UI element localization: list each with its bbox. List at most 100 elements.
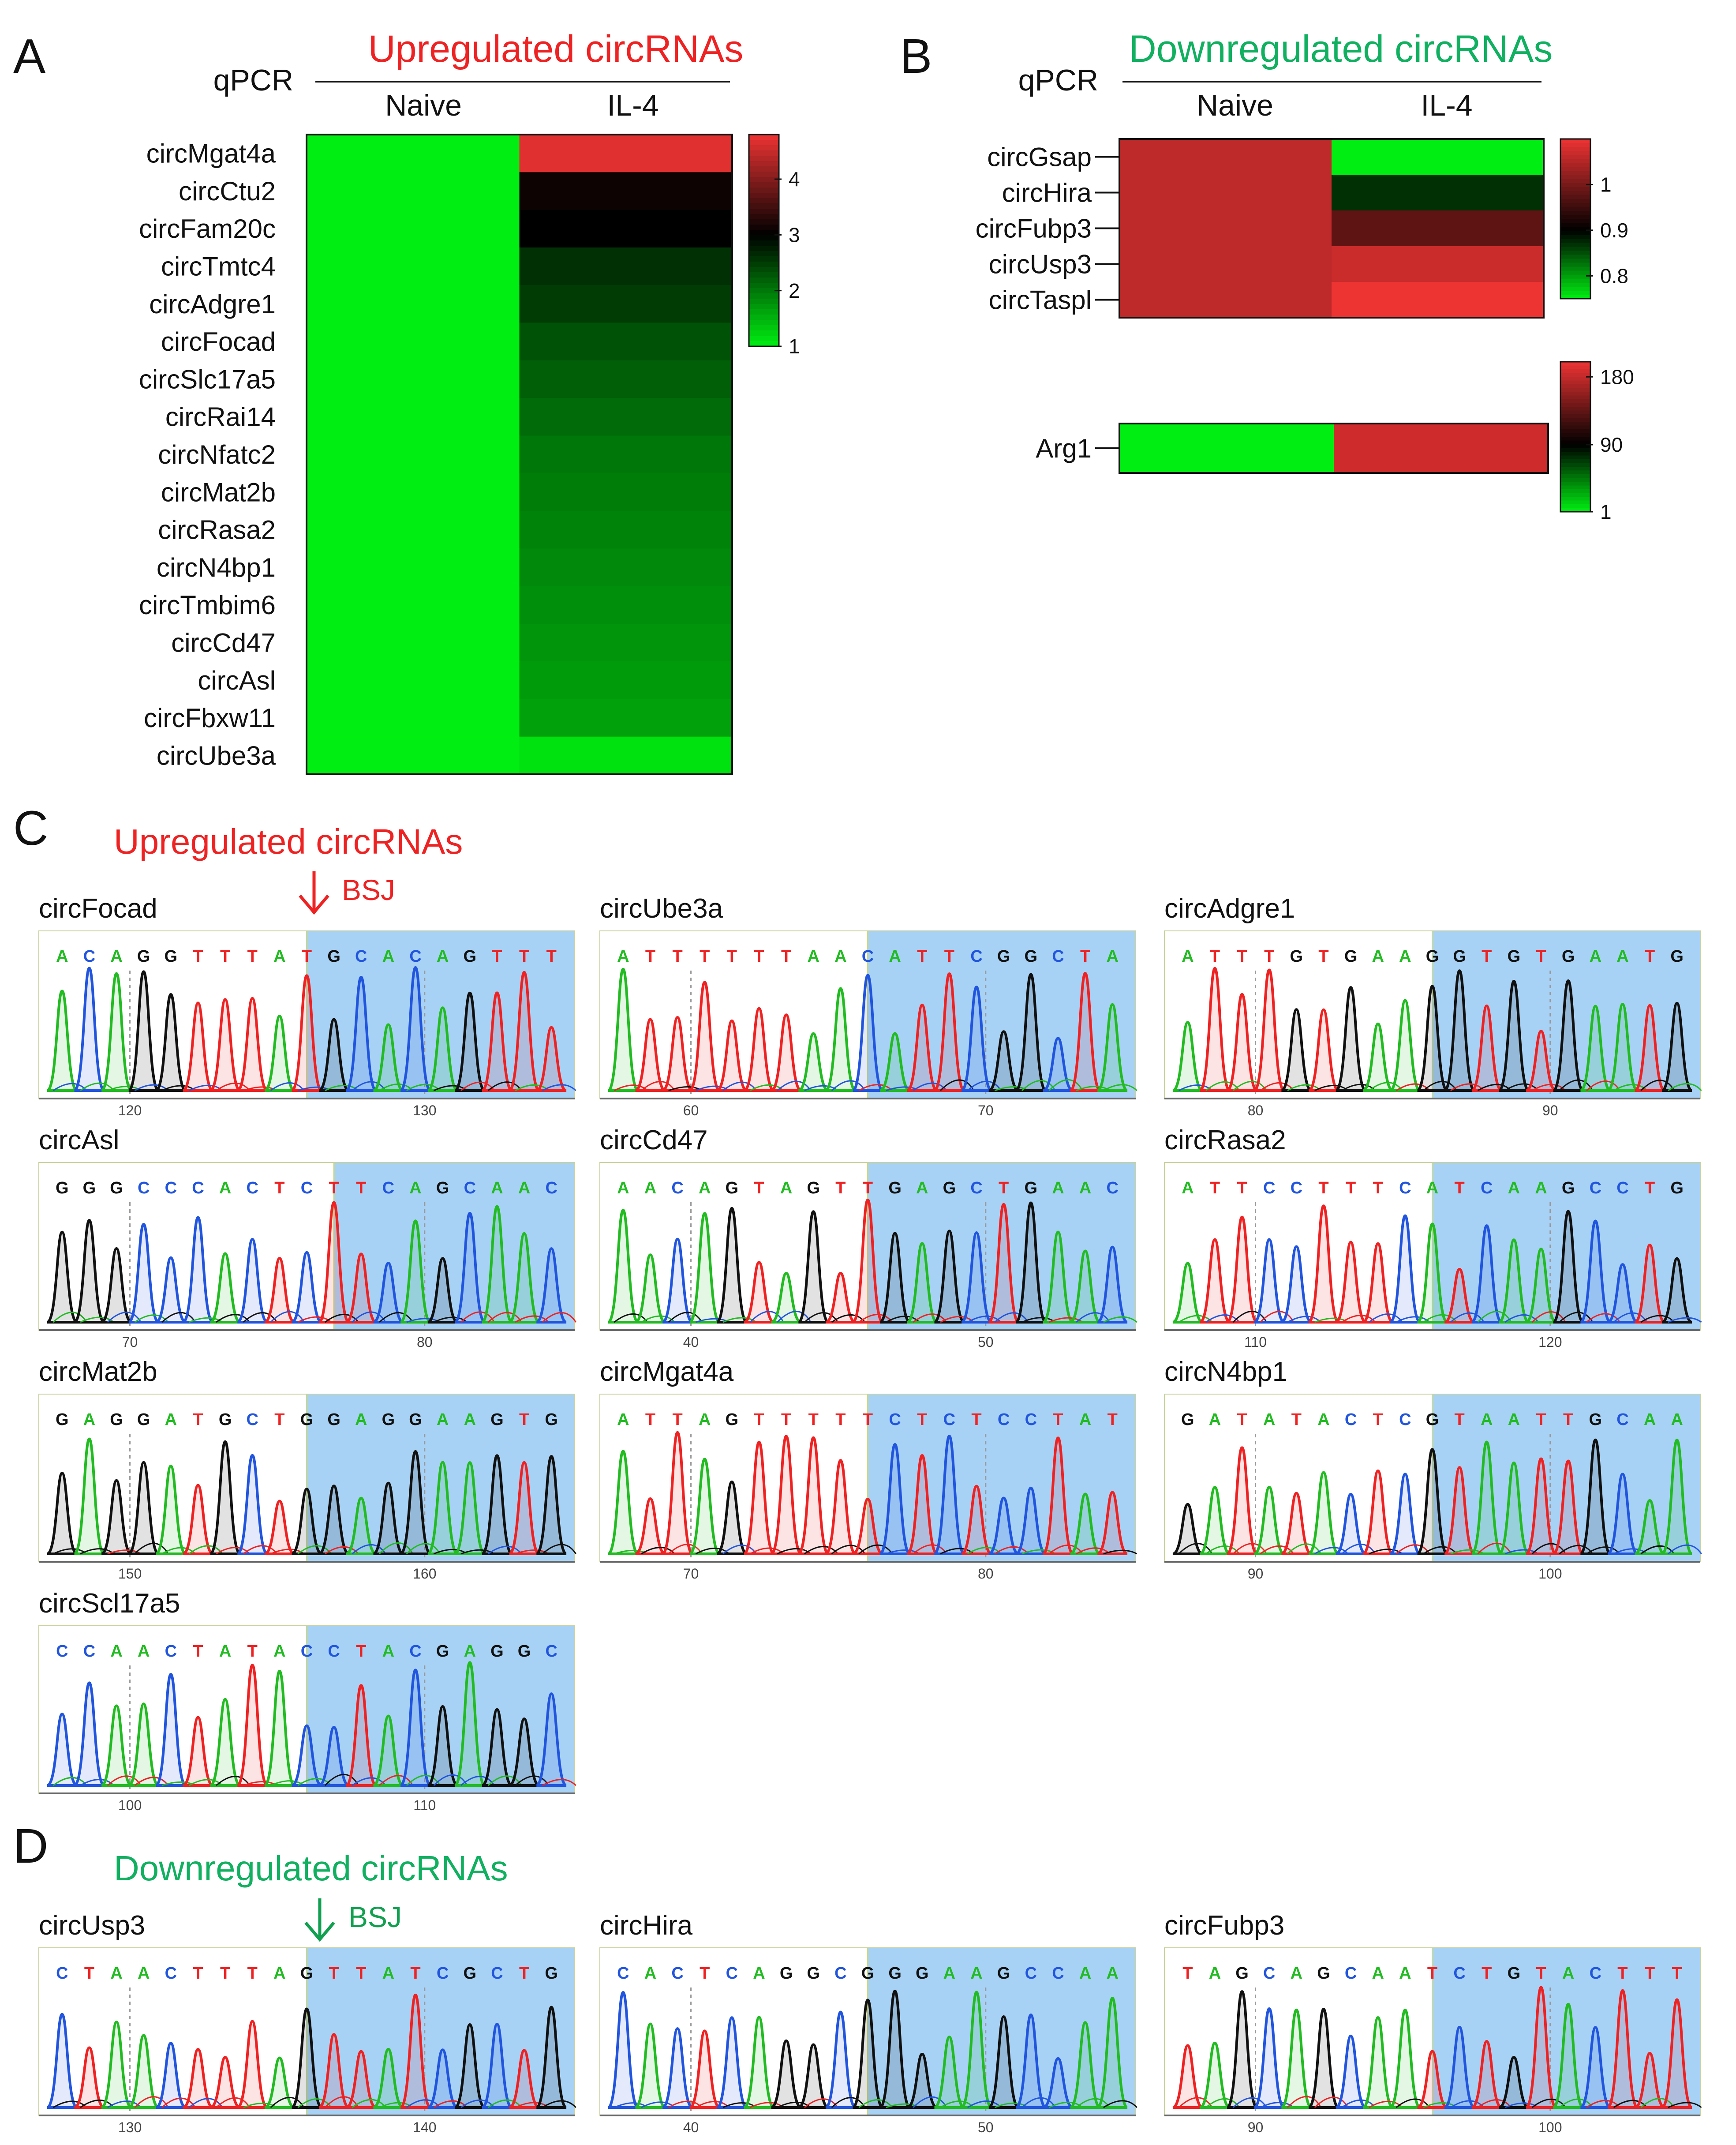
peak-A bbox=[1199, 1486, 1231, 1555]
noise-trace bbox=[913, 1313, 947, 1323]
noise-trace bbox=[1287, 1543, 1322, 1555]
scale-border bbox=[1560, 361, 1591, 513]
heat-cell bbox=[519, 661, 733, 699]
base-call: G bbox=[1426, 1410, 1439, 1429]
scale-swatch bbox=[1560, 286, 1590, 291]
base-call: C bbox=[437, 1964, 449, 1983]
base-call: T bbox=[247, 1642, 258, 1661]
scale-swatch bbox=[749, 262, 779, 267]
base-call: C bbox=[1052, 1964, 1064, 1983]
peak-A bbox=[1498, 1238, 1530, 1324]
base-call: T bbox=[1237, 1179, 1247, 1197]
noise-trace bbox=[1668, 1317, 1702, 1323]
peak-T bbox=[345, 1252, 377, 1324]
scale-swatch bbox=[749, 256, 779, 262]
base-call: T bbox=[672, 1410, 682, 1429]
peak-C bbox=[1281, 1245, 1312, 1324]
heat-cell bbox=[307, 548, 520, 587]
base-call: T bbox=[645, 1410, 655, 1429]
scale-swatch bbox=[1560, 151, 1590, 155]
trace-tick-label: 160 bbox=[413, 1566, 436, 1582]
base-call: G bbox=[165, 947, 178, 966]
base-call: T bbox=[1617, 1964, 1628, 1983]
base-call: C bbox=[247, 1179, 258, 1197]
heat-cell bbox=[1332, 210, 1544, 247]
base-call: G bbox=[327, 1410, 340, 1429]
base-call: C bbox=[192, 1179, 204, 1197]
noise-trace bbox=[542, 2100, 576, 2108]
base-call: C bbox=[1590, 1964, 1601, 1983]
noise-trace bbox=[994, 1312, 1029, 1323]
base-call: C bbox=[83, 1642, 95, 1661]
base-call: T bbox=[1482, 947, 1492, 966]
noise-trace bbox=[107, 1775, 142, 1786]
scale-swatch bbox=[1560, 266, 1590, 271]
panel-c: C Upregulated circRNAs BSJ bbox=[13, 801, 463, 915]
heat-cell bbox=[307, 661, 520, 699]
bsj-label-down: BSJ bbox=[348, 1901, 402, 1933]
base-call: A bbox=[110, 1642, 122, 1661]
panel-a: A Upregulated circRNAs qPCR Naive IL-4 c… bbox=[13, 28, 800, 775]
peak-A bbox=[635, 1253, 666, 1324]
peak-C bbox=[291, 1251, 322, 1324]
base-call: C bbox=[862, 947, 874, 966]
scale-swatch bbox=[749, 177, 779, 183]
base-call: A bbox=[1616, 947, 1628, 966]
scale-swatch bbox=[749, 140, 779, 146]
base-call: T bbox=[1182, 1964, 1193, 1983]
base-call: A bbox=[437, 947, 449, 966]
panel-letter-a: A bbox=[13, 29, 46, 83]
noise-trace bbox=[542, 1779, 576, 1786]
noise-trace bbox=[967, 1316, 1002, 1323]
noise-trace bbox=[1048, 1544, 1083, 1555]
noise-trace bbox=[749, 1084, 784, 1091]
peak-A bbox=[1579, 1005, 1611, 1092]
peak-C bbox=[1253, 1238, 1285, 1324]
base-call: G bbox=[219, 1410, 232, 1429]
base-call: A bbox=[834, 947, 846, 966]
peak-A bbox=[1070, 1249, 1101, 1324]
peak-T bbox=[1226, 1215, 1258, 1324]
noise-trace bbox=[1314, 1317, 1349, 1323]
peak-A bbox=[128, 1702, 160, 1787]
peak-T bbox=[635, 1497, 666, 1555]
peak-T bbox=[1471, 2040, 1502, 2109]
noise-trace bbox=[1260, 1082, 1295, 1091]
base-call: C bbox=[943, 1410, 955, 1429]
noise-trace bbox=[134, 1543, 169, 1555]
noise-trace bbox=[1668, 2102, 1702, 2108]
panel-d: D Downregulated circRNAs BSJ bbox=[13, 1819, 508, 1942]
base-call: A bbox=[56, 947, 68, 966]
noise-trace bbox=[1232, 2097, 1267, 2108]
base-call: T bbox=[1482, 1964, 1492, 1983]
scale-swatch bbox=[1560, 143, 1590, 147]
base-call: A bbox=[355, 1410, 367, 1429]
noise-trace bbox=[777, 1311, 812, 1323]
base-call: A bbox=[219, 1642, 231, 1661]
base-call: C bbox=[1345, 1964, 1357, 1983]
peak-T bbox=[852, 1198, 884, 1324]
scale-swatch bbox=[749, 198, 779, 204]
base-call: C bbox=[382, 1179, 394, 1197]
heat-row-label: circAdgre1 bbox=[149, 289, 276, 319]
noise-trace bbox=[379, 1312, 414, 1323]
heat-cell bbox=[1332, 246, 1544, 282]
peak-G bbox=[535, 1455, 567, 1555]
peak-T bbox=[906, 1004, 938, 1092]
base-call: A bbox=[110, 947, 122, 966]
peak-T bbox=[933, 972, 965, 1092]
peak-G bbox=[535, 2006, 567, 2109]
base-call: T bbox=[1080, 947, 1090, 966]
heat-cell bbox=[1119, 424, 1334, 473]
scale-swatch bbox=[749, 209, 779, 214]
noise-trace bbox=[1640, 1080, 1675, 1091]
peak-G bbox=[454, 991, 486, 1092]
scale-swatch bbox=[1560, 403, 1590, 407]
base-call: A bbox=[382, 1964, 394, 1983]
peak-T bbox=[182, 1716, 214, 1787]
scale-border bbox=[1560, 138, 1591, 300]
base-call: G bbox=[1025, 1179, 1038, 1197]
peak-T bbox=[1661, 1998, 1693, 2109]
peak-C bbox=[716, 2016, 748, 2109]
